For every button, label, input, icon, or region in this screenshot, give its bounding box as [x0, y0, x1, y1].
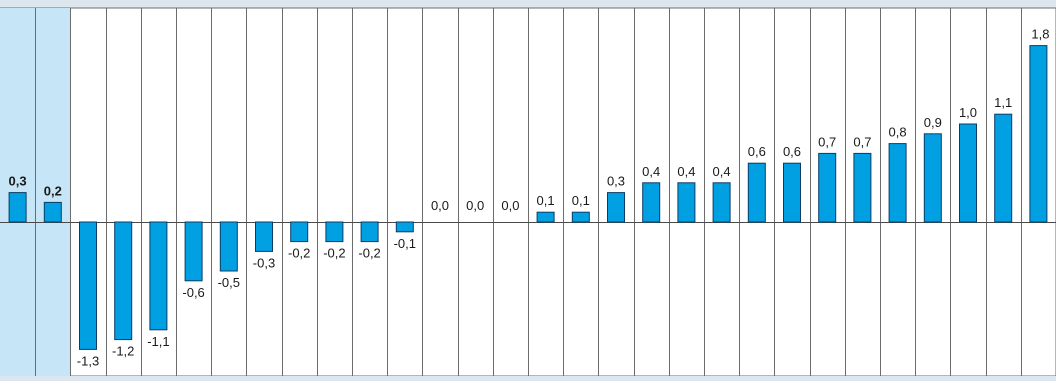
data-label: -0,2: [288, 246, 310, 261]
bar: [290, 221, 309, 243]
data-label: -0,5: [218, 275, 240, 290]
data-label: 0,7: [853, 134, 871, 149]
data-label: 0,2: [44, 183, 62, 198]
data-label: 1,8: [1031, 27, 1049, 42]
data-label: -1,1: [147, 334, 169, 349]
bar: [818, 152, 837, 223]
data-label: -1,3: [77, 353, 99, 368]
data-label: 0,8: [889, 125, 907, 140]
bar: [114, 221, 133, 341]
data-label: 0,3: [9, 174, 27, 189]
bar: [79, 221, 97, 350]
highlight-band: [35, 8, 71, 376]
bar: [1029, 45, 1048, 223]
bar: [149, 221, 168, 331]
bar: [219, 221, 238, 272]
data-label: 1,0: [959, 105, 977, 120]
bar: [255, 221, 273, 252]
data-label: 0,6: [748, 144, 766, 159]
data-label: 0,6: [783, 144, 801, 159]
bar: [923, 133, 942, 223]
bar: [783, 162, 801, 223]
data-label: 0,4: [642, 164, 660, 179]
bar: [43, 201, 62, 223]
bar: [642, 182, 661, 223]
bar: [360, 221, 379, 243]
data-label: 0,0: [466, 198, 484, 213]
highlight-band: [0, 8, 36, 376]
data-label-layer: 0,3 0,2 -1,3 -1,2 -1,1 -0,6 -0,5 -0,3 -0,2 -0,2 -0…: [9, 27, 1050, 369]
data-label: -0,2: [323, 246, 345, 261]
data-label: 0,4: [713, 164, 731, 179]
bar: [536, 211, 555, 223]
bar-layer: [8, 45, 1048, 350]
data-label: 0,0: [431, 198, 449, 213]
bar: [747, 162, 766, 223]
bar: [994, 113, 1013, 223]
column-separator-layer: [35, 8, 1022, 376]
bar: [712, 182, 731, 223]
data-label: -0,1: [394, 236, 416, 251]
data-label: -1,2: [112, 344, 134, 359]
data-label: 0,1: [537, 193, 555, 208]
bar: [8, 192, 27, 223]
data-label: 0,0: [501, 198, 519, 213]
bar: [184, 221, 203, 282]
data-label: 0,7: [818, 134, 836, 149]
data-label: 0,3: [607, 174, 625, 189]
bar: [325, 221, 344, 243]
bar: [607, 192, 625, 223]
bar: [677, 182, 696, 223]
data-label: 1,1: [994, 95, 1012, 110]
data-label: -0,3: [253, 255, 275, 270]
bar: [853, 152, 872, 223]
bar: [888, 143, 907, 223]
bar: [395, 221, 414, 233]
data-label: -0,2: [358, 246, 380, 261]
bar: [959, 123, 977, 223]
data-label: 0,9: [924, 115, 942, 130]
data-label: -0,6: [182, 285, 204, 300]
bar: [571, 211, 590, 223]
highlight-band-layer: [0, 8, 71, 376]
data-label: 0,4: [677, 164, 695, 179]
data-label: 0,1: [572, 193, 590, 208]
